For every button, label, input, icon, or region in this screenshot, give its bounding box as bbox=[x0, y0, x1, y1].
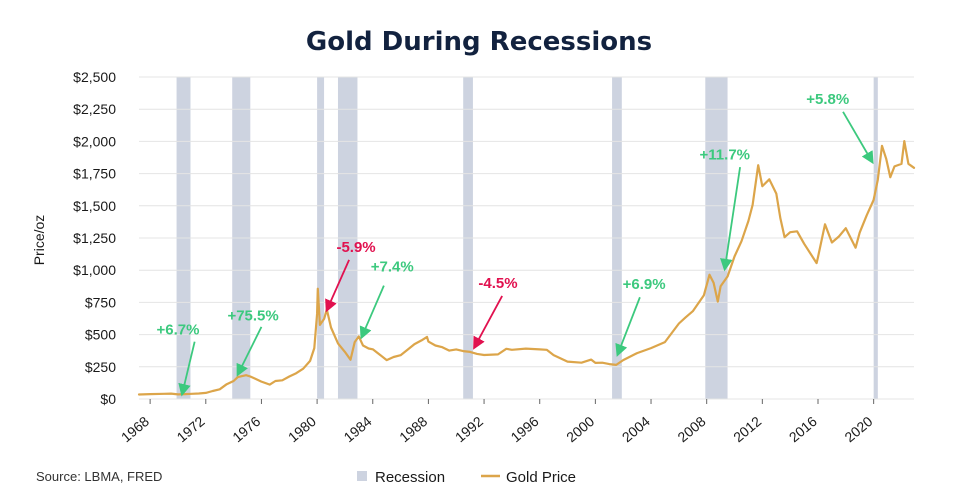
y-tick-label-0: $0 bbox=[100, 391, 116, 407]
annotation-arrow-1 bbox=[236, 326, 263, 377]
annotation-label-6: +11.7% bbox=[700, 146, 750, 163]
y-tick-labels: $0 $250 $500 $750 $1,000 $1,250 $1,500 $1,750 $2… bbox=[73, 69, 116, 407]
x-tick-label-9: 2004 bbox=[619, 413, 653, 445]
annotation-label-3: +7.4% bbox=[371, 258, 414, 275]
annotation-arrow-4 bbox=[473, 295, 503, 350]
annotation-label-0: +6.7% bbox=[156, 322, 199, 339]
x-tick-labels: 1968 1972 1976 1980 1984 1988 1992 1996 2000 2004… bbox=[118, 399, 876, 445]
x-tick-label-3: 1980 bbox=[285, 413, 319, 445]
y-tick-label-4: $1,000 bbox=[73, 262, 116, 278]
x-tick-label-11: 2012 bbox=[730, 413, 764, 445]
y-tick-label-3: $750 bbox=[85, 294, 116, 310]
x-tick-label-4: 1984 bbox=[341, 413, 375, 445]
gold-price-line bbox=[137, 140, 916, 396]
y-tick-label-1: $250 bbox=[85, 359, 116, 375]
y-tick-label-10: $2,500 bbox=[73, 69, 116, 85]
annotation-arrow-5 bbox=[615, 296, 641, 357]
annotations: +6.7% +75.5% -5.9% +7.4% -4.5% +6.9% +11.7% +5.… bbox=[156, 91, 874, 397]
annotation-label-4: -4.5% bbox=[478, 275, 517, 292]
legend-recession-label: Recession bbox=[375, 469, 445, 486]
annotation-arrow-3 bbox=[359, 285, 385, 340]
annotation-label-2: -5.9% bbox=[336, 239, 375, 256]
legend: Recession Gold Price bbox=[357, 469, 576, 486]
chart-title: Gold During Recessions bbox=[306, 27, 652, 57]
x-tick-label-6: 1992 bbox=[452, 413, 486, 445]
x-tick-label-8: 2000 bbox=[563, 413, 597, 445]
x-tick-label-7: 1996 bbox=[507, 413, 541, 445]
annotation-label-7: +5.8% bbox=[806, 91, 849, 108]
source-note: Source: LBMA, FRED bbox=[36, 469, 162, 484]
y-axis-label: Price/oz bbox=[31, 215, 47, 266]
annotation-label-5: +6.9% bbox=[623, 276, 666, 293]
y-tick-label-7: $1,750 bbox=[73, 166, 116, 182]
y-tick-label-9: $2,250 bbox=[73, 101, 116, 117]
y-tick-label-8: $2,000 bbox=[73, 133, 116, 149]
annotation-arrow-0 bbox=[178, 341, 196, 397]
x-tick-label-5: 1988 bbox=[396, 413, 430, 445]
y-tick-label-5: $1,250 bbox=[73, 230, 116, 246]
y-tick-label-2: $500 bbox=[85, 327, 116, 343]
annotation-label-1: +75.5% bbox=[227, 307, 278, 324]
x-tick-label-10: 2008 bbox=[674, 413, 708, 445]
gridlines bbox=[139, 76, 914, 400]
legend-gold-label: Gold Price bbox=[506, 469, 576, 486]
annotation-arrow-6 bbox=[720, 167, 741, 272]
x-tick-label-1: 1972 bbox=[174, 413, 208, 445]
y-tick-label-6: $1,500 bbox=[73, 198, 116, 214]
annotation-arrow-2 bbox=[325, 259, 350, 313]
legend-recession-swatch bbox=[357, 471, 367, 481]
x-tick-label-13: 2020 bbox=[841, 413, 875, 445]
x-tick-label-0: 1968 bbox=[118, 413, 152, 445]
annotation-arrow-7 bbox=[842, 111, 874, 165]
x-tick-label-12: 2016 bbox=[786, 413, 820, 445]
x-tick-label-2: 1976 bbox=[229, 413, 263, 445]
